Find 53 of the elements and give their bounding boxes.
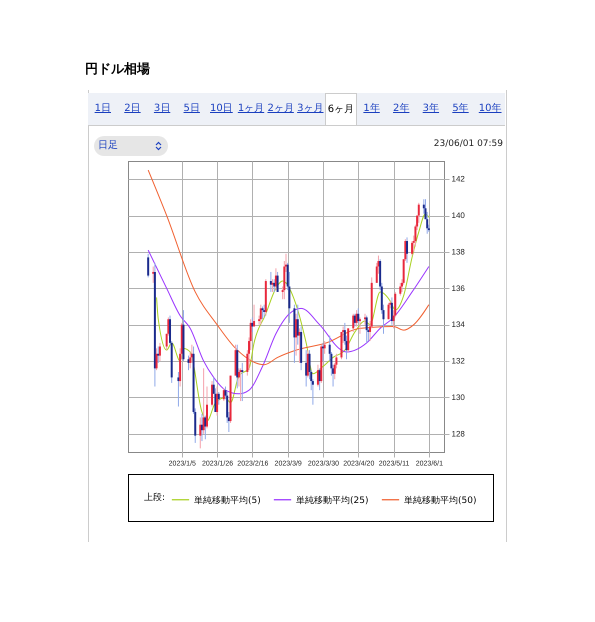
candlestick bbox=[318, 368, 321, 391]
candlestick bbox=[260, 304, 262, 326]
y-tick-label: 128 bbox=[452, 429, 466, 438]
y-tick-label: 130 bbox=[452, 392, 466, 402]
candlestick bbox=[152, 266, 154, 284]
text: 2日 bbox=[123, 102, 142, 116]
candlestick bbox=[406, 236, 408, 264]
text: 1年 bbox=[362, 102, 381, 116]
text: 3年 bbox=[422, 102, 440, 116]
candlestick bbox=[276, 271, 279, 292]
candlestick bbox=[357, 308, 360, 324]
candlestick bbox=[366, 315, 368, 344]
candlestick bbox=[241, 362, 244, 402]
y-tick-label: 134 bbox=[452, 320, 466, 330]
candlestick bbox=[147, 253, 150, 278]
text: 5年 bbox=[451, 102, 470, 116]
text: 3日 bbox=[152, 102, 172, 116]
text: 2ヶ月 bbox=[266, 102, 295, 116]
candlestick bbox=[212, 376, 215, 394]
candlestick bbox=[418, 202, 420, 224]
text: 3ヶ月 bbox=[296, 102, 324, 116]
text: 1日 bbox=[94, 102, 112, 116]
candlestick bbox=[352, 313, 354, 332]
y-tick-label: 136 bbox=[452, 284, 466, 293]
legend-title: 上段: bbox=[144, 492, 166, 503]
text: 23/06/01 07:59 bbox=[434, 139, 503, 149]
candlestick bbox=[263, 304, 266, 318]
line-series bbox=[148, 170, 430, 366]
y-tick-label: 132 bbox=[452, 356, 466, 366]
chart-title: 円ドル相場 bbox=[85, 61, 150, 78]
candlestick bbox=[305, 350, 308, 388]
text: 1ヶ月 bbox=[236, 102, 266, 116]
candlestick bbox=[240, 368, 242, 402]
candlestick bbox=[156, 348, 158, 371]
text: 2年 bbox=[392, 102, 410, 116]
legend-label: 単純移動平均(5) bbox=[194, 494, 261, 506]
y-tick-label: 142 bbox=[452, 174, 466, 184]
candlestick bbox=[356, 310, 358, 328]
text: 10年 bbox=[478, 102, 503, 116]
text: 10日 bbox=[209, 102, 234, 116]
candlestick bbox=[295, 313, 298, 356]
candlestick bbox=[206, 386, 208, 429]
candlestick bbox=[347, 328, 350, 352]
candlestick bbox=[218, 391, 220, 406]
legend-label: 単純移動平均(50) bbox=[404, 494, 476, 506]
legend-label: 単純移動平均(25) bbox=[296, 494, 368, 506]
y-tick-label: 138 bbox=[452, 247, 466, 256]
text: 日足 bbox=[98, 140, 118, 151]
candlestick bbox=[216, 386, 218, 416]
y-tick-label: 140 bbox=[452, 211, 466, 220]
text: 5日 bbox=[182, 102, 201, 116]
candlestick bbox=[399, 282, 402, 296]
text: 6ヶ月 bbox=[325, 93, 357, 125]
